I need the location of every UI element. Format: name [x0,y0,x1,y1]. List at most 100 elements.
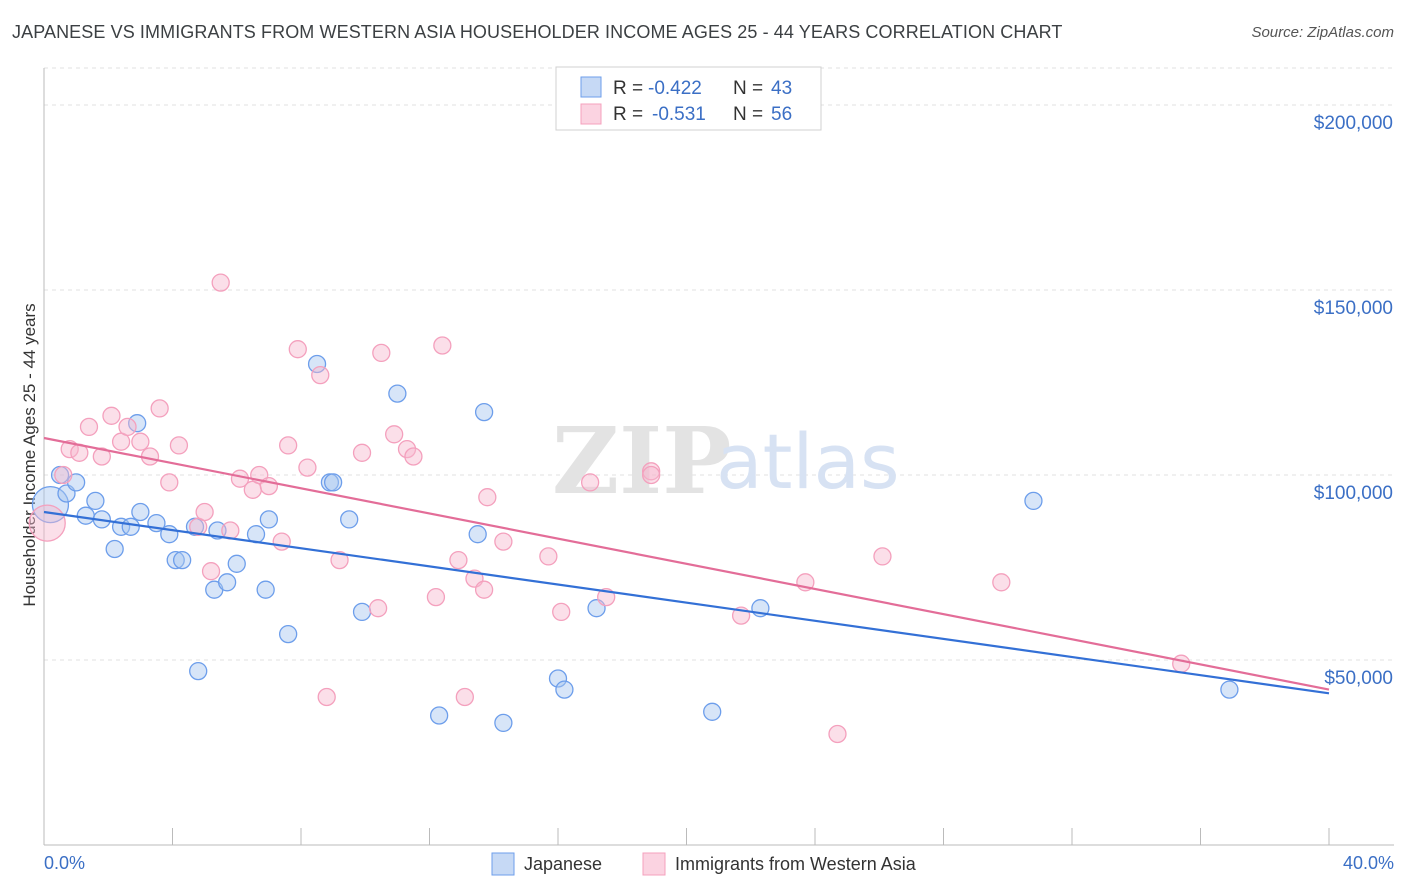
series-legend: Japanese Immigrants from Western Asia [491,852,917,876]
japanese-point [340,510,359,529]
data-points [28,273,1239,744]
western-asia-point [298,458,317,477]
western-asia-point [317,687,336,707]
western-asia-point [873,547,892,566]
x-tick-label-min: 0.0% [44,853,85,873]
japanese-point [474,402,494,422]
western-asia-point [372,343,391,363]
western-asia-point [311,365,330,385]
y-axis-label: Householder Income Ages 25 - 44 years [20,303,39,606]
series-legend-label-western-asia: Immigrants from Western Asia [675,854,917,874]
japanese-point [121,517,140,536]
western-asia-point [278,436,298,455]
western-asia-point [150,399,169,418]
western-asia-point [455,687,474,707]
western-asia-trend-line [43,436,1330,691]
japanese-point [76,506,95,525]
legend-n-value-1: 43 [771,78,792,99]
western-asia-point [539,547,558,566]
western-asia-point [478,488,497,507]
western-asia-point [195,502,214,522]
legend-r-value-2: -0.531 [652,104,706,125]
y-tick-label: $150,000 [1314,298,1393,319]
western-asia-point [368,599,388,618]
source-label: Source: ZipAtlas.com [1251,24,1394,41]
western-asia-point [397,439,417,459]
japanese-point [429,706,449,725]
western-asia-point [201,562,221,581]
y-tick-labels: $50,000 $100,000 $150,000 $200,000 [1314,113,1393,689]
japanese-point [352,602,372,622]
x-tick-label-max: 40.0% [1343,853,1394,873]
japanese-point [166,550,185,570]
japanese-point [172,550,192,570]
japanese-point [105,539,124,559]
western-asia-point [552,602,571,622]
chart-title: JAPANESE VS IMMIGRANTS FROM WESTERN ASIA… [12,22,1063,42]
legend-swatch-western-asia [580,103,602,125]
series-legend-label-japanese: Japanese [524,854,602,874]
japanese-point [1024,491,1043,511]
legend-swatch-japanese [580,76,602,98]
japanese-point [256,580,275,599]
western-asia-point [92,447,111,466]
western-asia-point [449,550,468,570]
japanese-point [259,510,279,529]
western-asia-point [211,273,230,292]
japanese-point [278,624,298,644]
axes [43,68,1394,846]
western-asia-point [79,417,99,437]
western-asia-point [102,406,121,425]
correlation-legend: R = -0.422 N = 43 R = -0.531 N = 56 [555,66,822,131]
y-tick-label: $100,000 [1314,483,1393,504]
western-asia-point [118,417,137,437]
japanese-point [217,573,237,592]
legend-n-value-2: 56 [771,104,792,125]
trend-lines [43,436,1330,695]
western-asia-point [642,465,661,485]
western-asia-point [169,436,189,455]
western-asia-point [404,447,423,466]
japanese-point [208,521,227,540]
series-legend-swatch-western-asia [642,852,666,876]
western-asia-point [474,580,494,599]
y-tick-label: $50,000 [1324,668,1393,689]
legend-r-value-1: -0.422 [648,78,702,99]
japanese-point [227,554,246,573]
japanese-point [388,384,407,403]
japanese-point [131,502,150,522]
western-asia-point [352,443,372,462]
japanese-point [189,661,208,681]
japanese-point [307,354,327,374]
western-asia-point [385,425,404,444]
western-asia-point [160,473,179,492]
japanese-point [548,669,568,688]
japanese-point [703,702,722,721]
western-asia-point [992,573,1011,592]
western-asia-point [494,532,513,551]
western-asia-point [433,336,452,355]
watermark-zip: ZIP [552,407,731,515]
western-asia-point [54,465,73,485]
watermark: ZIP atlas [552,407,900,515]
western-asia-point [272,532,291,551]
japanese-point [86,491,105,511]
western-asia-point [426,587,446,607]
legend-r-label-1: R = [613,78,643,99]
legend-n-label-1: N = [733,78,763,99]
western-asia-point [131,432,150,451]
western-asia-point [330,550,349,570]
x-tick-marks [43,828,1330,845]
western-asia-point [288,340,307,359]
legend-n-label-2: N = [733,104,763,125]
series-legend-swatch-japanese [491,852,515,876]
western-asia-point [580,473,600,492]
japanese-point [494,713,513,733]
japanese-point [323,473,343,492]
y-tick-label: $200,000 [1314,113,1393,134]
legend-r-label-2: R = [613,104,643,125]
western-asia-point [28,504,66,542]
western-asia-point [1172,654,1191,673]
japanese-point [468,525,487,544]
